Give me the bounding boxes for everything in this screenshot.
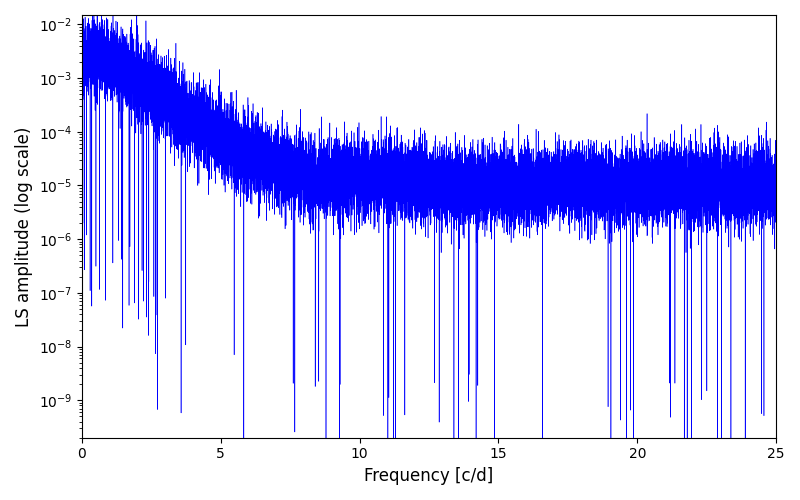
Y-axis label: LS amplitude (log scale): LS amplitude (log scale) <box>15 126 33 326</box>
X-axis label: Frequency [c/d]: Frequency [c/d] <box>364 467 494 485</box>
